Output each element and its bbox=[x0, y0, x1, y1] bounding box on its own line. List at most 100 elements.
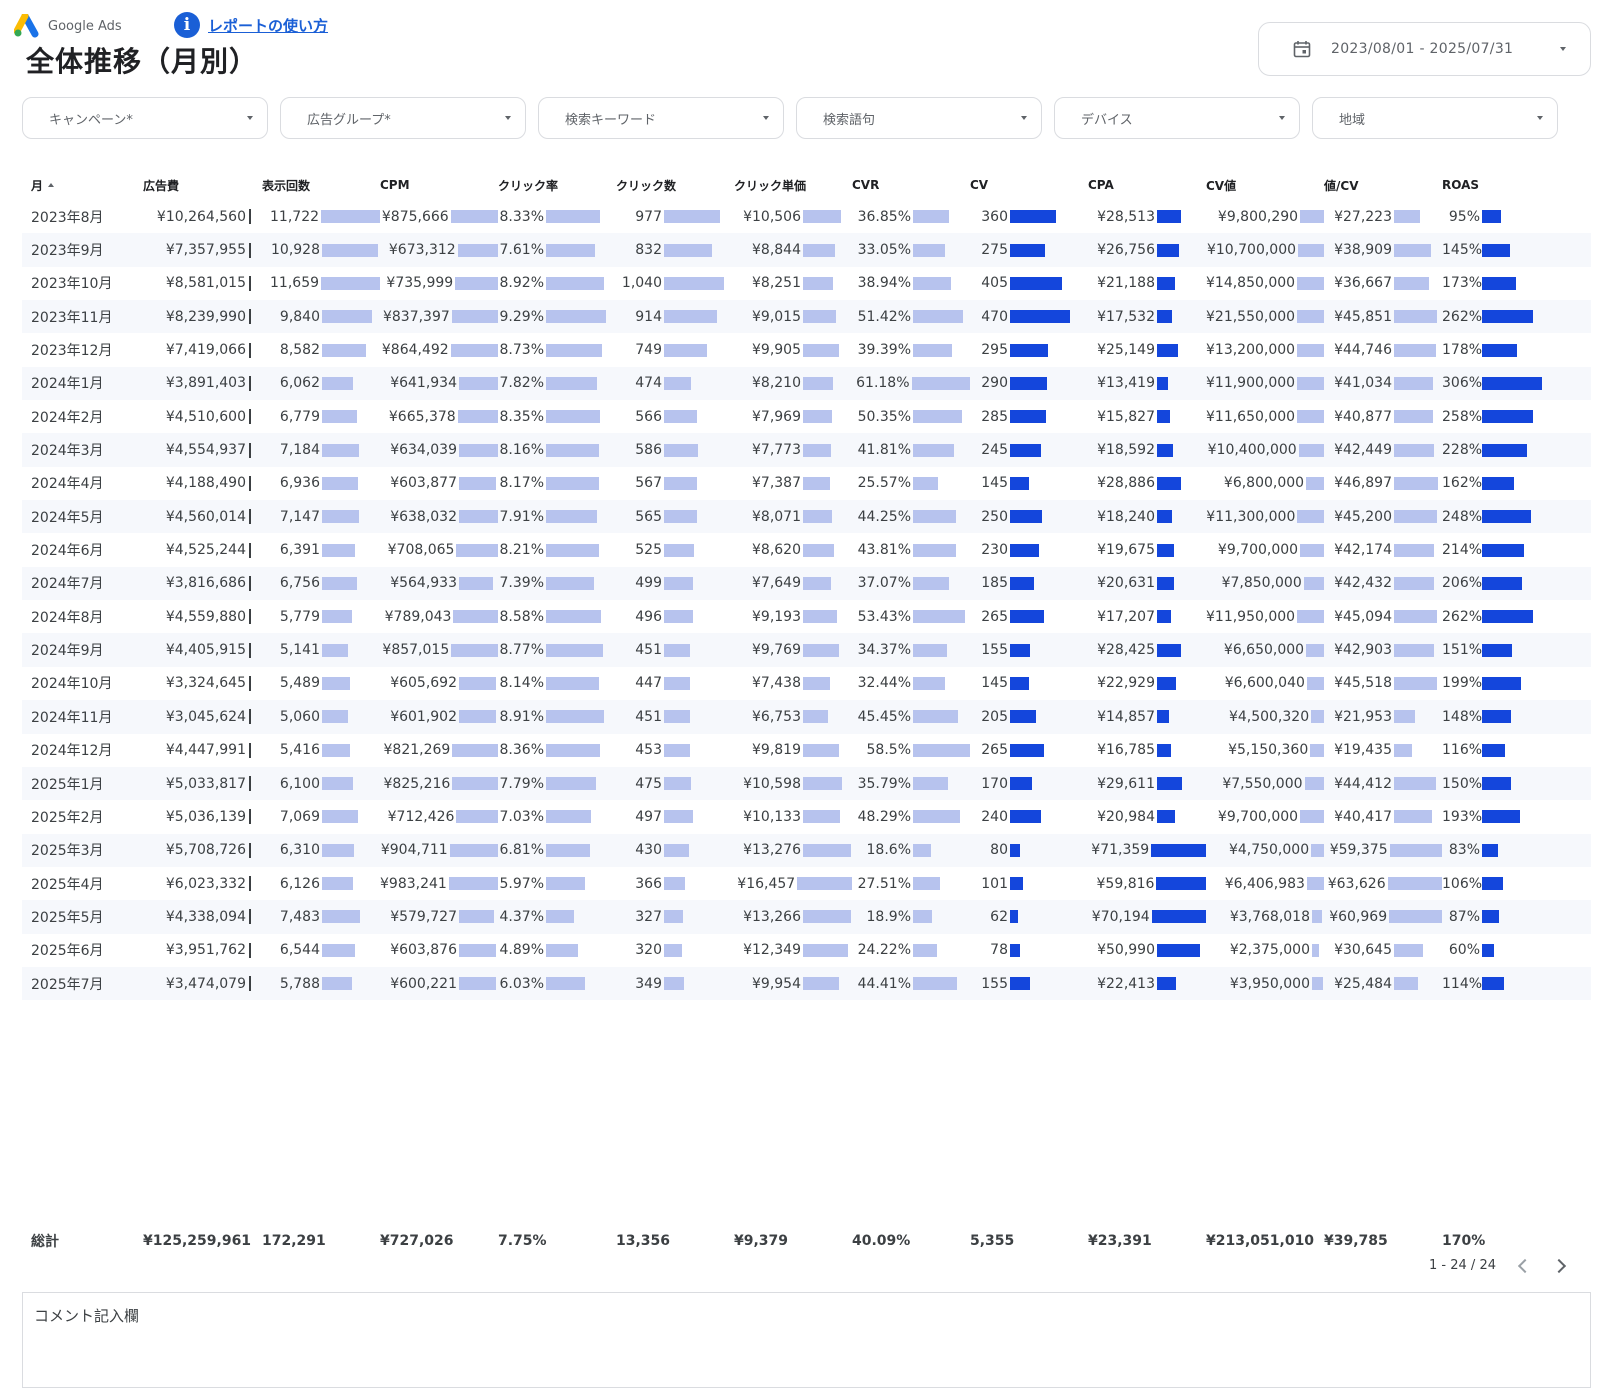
filter-search-keyword[interactable]: 検索キーワード bbox=[538, 97, 784, 139]
table-row[interactable]: 2024年3月 ¥4,554,937 7,184 ¥634,039 8.16% 586 ¥7… bbox=[22, 433, 1591, 467]
column-header-month[interactable]: 月 bbox=[22, 177, 143, 194]
column-header-cv-value[interactable]: CV値 bbox=[1206, 177, 1324, 194]
cell-value: ¥42,174 bbox=[1334, 542, 1392, 559]
table-row[interactable]: 2024年2月 ¥4,510,600 6,779 ¥665,378 8.35% 566 ¥7… bbox=[22, 400, 1591, 433]
date-range-picker[interactable]: 2023/08/01 - 2025/07/31 bbox=[1258, 22, 1591, 76]
cell-cpm: ¥875,666 bbox=[380, 200, 498, 233]
data-bar bbox=[803, 543, 834, 557]
cell-ctr: 6.03% bbox=[498, 967, 616, 1000]
table-row[interactable]: 2025年4月 ¥6,023,332 6,126 ¥983,241 5.97% 366 ¥1… bbox=[22, 867, 1591, 900]
table-row[interactable]: 2024年12月 ¥4,447,991 5,416 ¥821,269 8.36% 453 ¥… bbox=[22, 734, 1591, 767]
help-link-label[interactable]: レポートの使い方 bbox=[208, 16, 329, 35]
column-header-cvr[interactable]: CVR bbox=[852, 178, 970, 192]
table-row[interactable]: 2024年9月 ¥4,405,915 5,141 ¥857,015 8.77% 451 ¥9… bbox=[22, 633, 1591, 667]
data-bar bbox=[249, 575, 251, 591]
table-row[interactable]: 2024年5月 ¥4,560,014 7,147 ¥638,032 7.91% 565 ¥8… bbox=[22, 500, 1591, 534]
table-row[interactable]: 2023年12月 ¥7,419,066 8,582 ¥864,492 8.73% 749 ¥… bbox=[22, 333, 1591, 366]
table-row[interactable]: 2023年9月 ¥7,357,955 10,928 ¥673,312 7.61% 832 ¥… bbox=[22, 233, 1591, 267]
column-header-roas[interactable]: ROAS bbox=[1442, 178, 1572, 192]
cell-month: 2025年7月 bbox=[22, 967, 143, 1000]
data-bar bbox=[546, 276, 604, 290]
cell-value: ¥3,816,686 bbox=[165, 575, 246, 592]
filter-search-term[interactable]: 検索語句 bbox=[796, 97, 1042, 139]
data-bar bbox=[249, 942, 251, 958]
data-bar bbox=[322, 943, 355, 957]
cell-cvr: 27.51% bbox=[852, 867, 970, 900]
cell-cpm: ¥837,397 bbox=[380, 300, 498, 333]
chevron-down-icon bbox=[1279, 116, 1285, 120]
cell-cv: 295 bbox=[970, 333, 1088, 366]
table-row[interactable]: 2024年4月 ¥4,188,490 6,936 ¥603,877 8.17% 567 ¥7… bbox=[22, 467, 1591, 500]
filter-device[interactable]: デバイス bbox=[1054, 97, 1300, 139]
cell-cpm: ¥904,711 bbox=[380, 834, 498, 867]
filter-region[interactable]: 地域 bbox=[1312, 97, 1558, 139]
cell-ctr: 4.89% bbox=[498, 934, 616, 967]
table-row[interactable]: 2024年11月 ¥3,045,624 5,060 ¥601,902 8.91% 451 ¥… bbox=[22, 700, 1591, 734]
table-row[interactable]: 2023年11月 ¥8,239,990 9,840 ¥837,397 9.29% 914 ¥… bbox=[22, 300, 1591, 334]
table-row[interactable]: 2025年2月 ¥5,036,139 7,069 ¥712,426 7.03% 497 ¥1… bbox=[22, 800, 1591, 833]
data-bar bbox=[1297, 376, 1324, 390]
column-header-ctr[interactable]: クリック率 bbox=[498, 177, 616, 194]
column-header-impressions[interactable]: 表示回数 bbox=[262, 177, 380, 194]
data-bar bbox=[1482, 510, 1531, 524]
table-row[interactable]: 2024年7月 ¥3,816,686 6,756 ¥564,933 7.39% 499 ¥7… bbox=[22, 566, 1591, 601]
table-row[interactable]: 2025年3月 ¥5,708,726 6,310 ¥904,711 6.81% 430 ¥1… bbox=[22, 833, 1591, 867]
cell-value: 7,483 bbox=[279, 908, 320, 925]
filter-campaign[interactable]: キャンペーン* bbox=[22, 97, 268, 139]
cell-ad-cost: ¥10,264,560 bbox=[143, 200, 262, 233]
table-row[interactable]: 2024年8月 ¥4,559,880 5,779 ¥789,043 8.58% 496 ¥9… bbox=[22, 600, 1591, 633]
cell-value: 32.44% bbox=[857, 675, 911, 692]
cell-value: 240 bbox=[981, 808, 1008, 825]
filter-ad-group[interactable]: 広告グループ* bbox=[280, 97, 526, 139]
table-row[interactable]: 2025年5月 ¥4,338,094 7,483 ¥579,727 4.37% 327 ¥1… bbox=[22, 900, 1591, 934]
data-bar bbox=[664, 710, 690, 724]
column-header-clicks[interactable]: クリック数 bbox=[616, 177, 734, 194]
cell-month: 2025年5月 bbox=[22, 900, 143, 933]
cell-month: 2023年12月 bbox=[22, 333, 143, 366]
filter-label: キャンペーン* bbox=[49, 112, 133, 128]
data-bar bbox=[1394, 443, 1434, 457]
table-row[interactable]: 2024年1月 ¥3,891,403 6,062 ¥641,934 7.82% 474 ¥8… bbox=[22, 366, 1591, 401]
cell-value: 48.29% bbox=[857, 808, 911, 825]
chevron-right-icon[interactable] bbox=[1551, 1258, 1567, 1273]
chevron-left-icon[interactable] bbox=[1517, 1258, 1533, 1273]
data-bar bbox=[322, 810, 358, 824]
cell-cpm: ¥857,015 bbox=[380, 633, 498, 666]
data-bar bbox=[913, 877, 940, 891]
column-header-cv[interactable]: CV bbox=[970, 178, 1088, 192]
table-row[interactable]: 2024年10月 ¥3,324,645 5,489 ¥605,692 8.14% 447 ¥… bbox=[22, 667, 1591, 700]
table-row[interactable]: 2023年8月 ¥10,264,560 11,722 ¥875,666 8.33% 977… bbox=[22, 200, 1591, 233]
table-row[interactable]: 2024年6月 ¥4,525,244 6,391 ¥708,065 8.21% 525 ¥8… bbox=[22, 533, 1591, 566]
comment-box[interactable]: コメント記入欄 bbox=[22, 1292, 1591, 1388]
cell-value: 451 bbox=[635, 642, 662, 659]
column-header-cpc[interactable]: クリック単価 bbox=[734, 177, 852, 194]
cell-clicks: 320 bbox=[616, 934, 734, 967]
cell-value: ¥19,675 bbox=[1097, 542, 1155, 559]
column-header-label: CVR bbox=[852, 178, 880, 192]
table-row[interactable]: 2025年6月 ¥3,951,762 6,544 ¥603,876 4.89% 320 ¥1… bbox=[22, 934, 1591, 967]
cell-value: ¥4,500,320 bbox=[1228, 708, 1310, 725]
data-bar bbox=[803, 977, 839, 991]
cell-value: 914 bbox=[635, 308, 662, 325]
data-bar bbox=[1482, 376, 1542, 390]
report-help-link[interactable]: i レポートの使い方 bbox=[174, 12, 328, 38]
cell-clicks: 475 bbox=[616, 767, 734, 800]
cell-clicks: 474 bbox=[616, 367, 734, 400]
table-row[interactable]: 2025年1月 ¥5,033,817 6,100 ¥825,216 7.79% 475 ¥1… bbox=[22, 766, 1591, 801]
cell-value: 78 bbox=[990, 942, 1008, 959]
cell-ad-cost: ¥4,525,244 bbox=[143, 533, 262, 566]
column-header-value-per-cv[interactable]: 値/CV bbox=[1324, 177, 1442, 194]
column-header-cpm[interactable]: CPM bbox=[380, 178, 498, 192]
cell-impressions: 5,060 bbox=[262, 700, 380, 733]
column-header-ad-cost[interactable]: 広告費 bbox=[143, 177, 262, 194]
table-row[interactable]: 2025年7月 ¥3,474,079 5,788 ¥600,221 6.03% 349 ¥9… bbox=[22, 966, 1591, 1001]
cell-value-per-cv: ¥36,667 bbox=[1324, 267, 1442, 300]
column-header-cpa[interactable]: CPA bbox=[1088, 178, 1206, 192]
table-row[interactable]: 2023年10月 ¥8,581,015 11,659 ¥735,999 8.92% 1,0… bbox=[22, 267, 1591, 300]
data-bar bbox=[913, 643, 947, 657]
cell-value-per-cv: ¥63,626 bbox=[1324, 867, 1442, 900]
cell-clicks: 832 bbox=[616, 233, 734, 266]
data-bar bbox=[1157, 643, 1181, 657]
cell-value: ¥50,990 bbox=[1097, 942, 1155, 959]
cell-cvr: 43.81% bbox=[852, 533, 970, 566]
